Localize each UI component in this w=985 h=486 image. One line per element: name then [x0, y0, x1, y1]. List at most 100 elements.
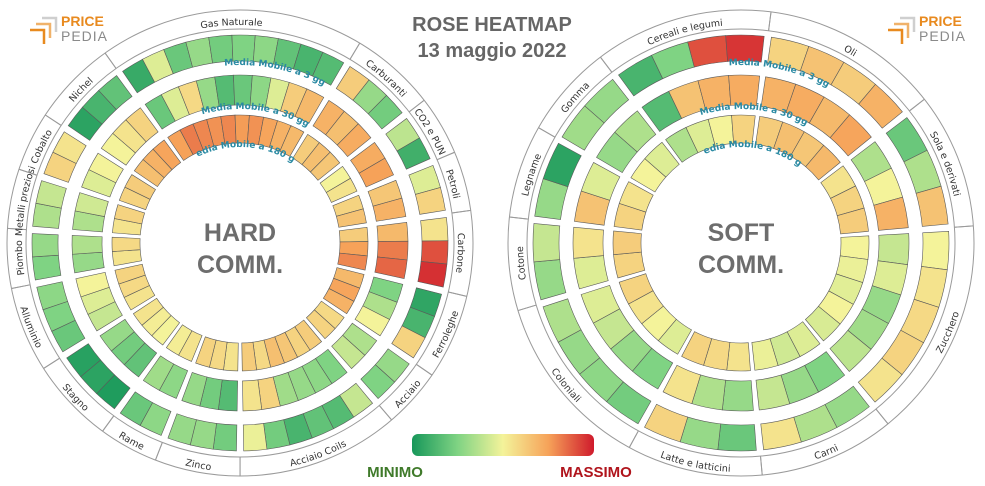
heat-cell-sola-e-derivati-v3-2 — [915, 185, 949, 227]
heat-cell-carbone-v180-0 — [338, 226, 369, 243]
heat-cell-carbone-v3-0 — [420, 217, 449, 242]
heat-cell-acciaio-coils-v30-5 — [242, 379, 263, 412]
sector-oli: Oli — [755, 11, 925, 181]
heat-cell-cereali-e-legumi-v180-3 — [731, 114, 756, 144]
heat-cell-alluminio-v30-2 — [75, 271, 110, 298]
heat-cell-piombo-v180-1 — [111, 236, 141, 252]
heat-cell-zucchero-v30-4 — [829, 329, 872, 372]
heat-cell-carburanti-v30-2 — [336, 123, 372, 157]
heat-cell-zucchero-v180-4 — [804, 305, 841, 342]
sector-label-text: Gas Naturale — [200, 17, 263, 31]
sector-label-text: Piombo — [14, 240, 27, 276]
heat-cell-petroli-v3-1 — [415, 187, 446, 215]
heat-cell-carbone-v3-2 — [417, 261, 448, 288]
heat-cell-co2-e-pun-v180-1 — [325, 177, 358, 203]
heat-cell-zucchero-v180-0 — [839, 235, 870, 260]
sector-divider — [600, 56, 613, 73]
heat-cell-zinco-v30-2 — [181, 372, 208, 407]
heat-cell-piombo-v3-0 — [32, 254, 62, 281]
heat-cell-cereali-e-legumi-v30-3 — [728, 74, 761, 107]
logo-icon — [30, 16, 58, 44]
heat-cell-carni-v30-2 — [755, 374, 791, 411]
sector-divider — [416, 363, 433, 376]
sector-divider — [378, 405, 393, 421]
heat-cell-legname-v180-1 — [618, 181, 654, 213]
sector-divider — [909, 98, 925, 112]
heat-cell-oli-v30-3 — [829, 114, 872, 157]
legend-color-bar — [412, 434, 594, 456]
heat-cell-gomma-v3-1 — [584, 78, 630, 124]
sector-divider — [436, 151, 455, 161]
heat-cell-cotone-v30-0 — [573, 255, 609, 290]
sector-carni: Carni — [751, 321, 889, 476]
heat-cell-cotone-v3-0 — [533, 259, 567, 301]
sector-divider — [43, 357, 60, 369]
sector-label-text: Carbone — [453, 233, 466, 274]
sector-label: Cotone — [515, 246, 529, 281]
center-label-line2: COMM. — [197, 251, 283, 279]
legend: MINIMO MASSIMO — [367, 434, 632, 481]
sector-divider — [954, 225, 974, 228]
heat-cell-cotone-v180-0 — [613, 251, 646, 279]
heat-cell-sola-e-derivati-v180-2 — [836, 207, 869, 235]
sector-label: Alluminio — [17, 305, 44, 350]
heat-cell-zucchero-v3-0 — [921, 230, 950, 271]
sector-divider — [517, 304, 537, 312]
heat-cell-latte-e-latticini-v180-2 — [681, 331, 713, 366]
inner-ring-border — [25, 28, 455, 458]
heat-cell-latte-e-latticini-v180-0 — [726, 342, 751, 372]
sector-divider — [102, 415, 115, 432]
heat-cell-coloniali-v180-3 — [618, 273, 654, 305]
heat-cell-carni-v3-2 — [760, 416, 802, 451]
heat-cell-cobalto-v3-1 — [52, 131, 87, 164]
heat-cell-petroli-v180-1 — [336, 208, 367, 228]
sector-carbone: Carbone — [337, 209, 471, 297]
heat-cell-acciaio-v180-1 — [305, 309, 336, 340]
inner-ring-border — [526, 28, 956, 458]
heat-cell-carbone-v30-0 — [376, 222, 409, 242]
heat-cell-gomma-v180-1 — [644, 141, 680, 178]
sector-label: Oli — [842, 43, 859, 59]
heat-cell-rame-v30-1 — [142, 355, 175, 391]
sector-divider — [408, 99, 425, 113]
heat-cell-gas-naturale-v180-5 — [234, 114, 250, 144]
heat-cell-oli-v3-3 — [858, 83, 903, 129]
heat-cell-coloniali-v3-3 — [542, 298, 582, 343]
sector-divider — [628, 430, 639, 448]
sector-zinco: Zinco — [154, 336, 241, 477]
sector-label: Zinco — [184, 457, 212, 473]
sector-divider — [45, 114, 62, 126]
heat-cell-gas-naturale-v180-9 — [279, 125, 305, 157]
heat-cell-cobalto-v30-1 — [88, 152, 124, 184]
sector-carburanti: Carburanti — [292, 42, 425, 181]
heat-cell-gas-naturale-v3-9 — [312, 51, 345, 86]
heat-cell-ferroleghe-v3-2 — [391, 325, 426, 359]
sector-label-text: Alluminio — [17, 305, 44, 350]
heat-cell-carburanti-v180-2 — [310, 151, 341, 181]
sector-label-text: Cotone — [515, 246, 529, 281]
heat-cell-piombo-v30-1 — [71, 235, 103, 255]
sector-divider — [448, 291, 467, 297]
heat-cell-co2-e-pun-v3-1 — [396, 137, 431, 170]
sector-label: Acciaio — [393, 378, 424, 411]
sector-divider — [509, 216, 529, 220]
heat-cell-rame-v3-1 — [119, 391, 153, 426]
heat-cell-piombo-v3-1 — [31, 233, 59, 258]
sector-divider — [760, 456, 763, 476]
logo-price-text: PRICE — [61, 13, 104, 29]
sector-label: Stagno — [60, 382, 91, 414]
sector-divider — [7, 227, 27, 231]
heat-cell-nichel-v180-2 — [152, 139, 182, 171]
heat-cell-acciaio-coils-v3-5 — [242, 423, 268, 452]
heat-cell-cotone-v30-1 — [572, 226, 604, 259]
center-label-line2: COMM. — [698, 251, 784, 279]
heat-cell-carburanti-v3-2 — [367, 94, 403, 130]
heat-cell-gas-naturale-v30-9 — [294, 88, 325, 124]
sector-divider — [451, 209, 471, 214]
heat-cell-petroli-v30-1 — [372, 197, 407, 222]
sector-petroli: Petroli — [332, 151, 471, 228]
heat-cell-carbone-v3-1 — [420, 240, 449, 265]
pricepedia-logo-left: PRICE PEDIA — [30, 13, 107, 44]
heat-cell-coloniali-v30-3 — [580, 284, 621, 324]
